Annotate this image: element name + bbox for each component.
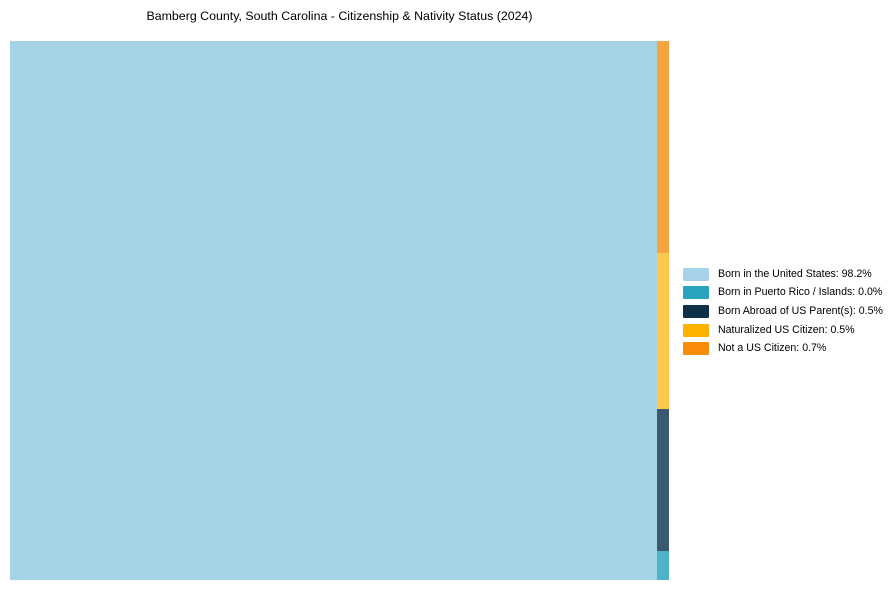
legend-swatch-puerto-rico xyxy=(683,286,709,300)
treemap-plot xyxy=(10,41,669,580)
treemap-rect-not-us-citizen xyxy=(657,41,669,254)
treemap-rect-born-abroad xyxy=(657,409,669,551)
treemap-rect-born-in-us xyxy=(10,41,657,580)
legend-label: Not a US Citizen: 0.7% xyxy=(718,342,827,355)
legend-swatch-born-abroad xyxy=(683,304,709,318)
legend-label: Born Abroad of US Parent(s): 0.5% xyxy=(718,304,883,317)
legend-item-born-in-us: Born in the United States: 98.2% xyxy=(683,265,883,284)
legend-label: Born in the United States: 98.2% xyxy=(718,267,872,280)
legend-label: Born in Puerto Rico / Islands: 0.0% xyxy=(718,286,883,299)
treemap-strip xyxy=(657,41,669,580)
treemap-rect-puerto-rico xyxy=(657,550,669,580)
chart-title: Bamberg County, South Carolina - Citizen… xyxy=(146,9,533,23)
legend: Born in the United States: 98.2% Born in… xyxy=(683,265,883,358)
legend-swatch-naturalized xyxy=(683,323,709,337)
legend-item-not-citizen: Not a US Citizen: 0.7% xyxy=(683,339,883,358)
legend-swatch-born-in-us xyxy=(683,267,709,281)
legend-item-puerto-rico: Born in Puerto Rico / Islands: 0.0% xyxy=(683,284,883,303)
legend-label: Naturalized US Citizen: 0.5% xyxy=(718,323,855,336)
legend-swatch-not-citizen xyxy=(683,342,709,356)
legend-item-born-abroad: Born Abroad of US Parent(s): 0.5% xyxy=(683,302,883,321)
treemap-rect-naturalized-citizen xyxy=(657,253,669,410)
legend-item-naturalized: Naturalized US Citizen: 0.5% xyxy=(683,321,883,340)
